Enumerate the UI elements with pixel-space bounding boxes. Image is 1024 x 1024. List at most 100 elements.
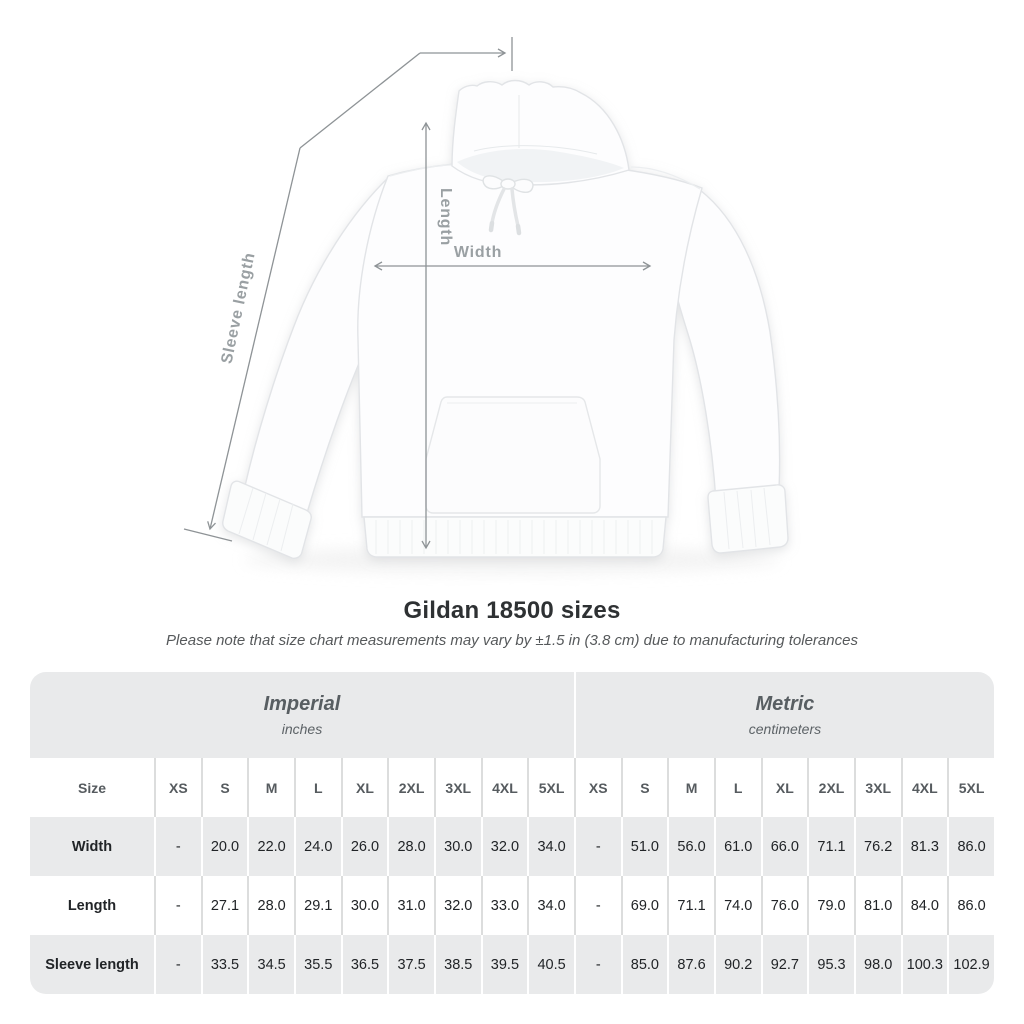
hoodie-left-cuff: [222, 480, 312, 559]
value-cell: 34.0: [527, 817, 574, 876]
size-col-header: S: [200, 758, 248, 817]
hood-drawstrings: [482, 175, 534, 236]
value-cell: 66.0: [760, 817, 808, 876]
value-cell: 87.6: [667, 935, 714, 994]
size-col-header: XL: [760, 758, 808, 817]
value-cell: 98.0: [853, 935, 901, 994]
size-table-grid: Imperial inches Metric centimeters Size …: [30, 672, 994, 994]
row-label: Sleeve length: [30, 935, 154, 994]
value-cell: 90.2: [713, 935, 761, 994]
size-col-header: 5XL: [947, 758, 994, 817]
value-cell: 56.0: [667, 817, 714, 876]
value-cell: 74.0: [713, 876, 761, 935]
size-col-header: L: [713, 758, 761, 817]
size-table: Imperial inches Metric centimeters Size …: [30, 672, 994, 994]
hoodie-right-cuff: [707, 484, 789, 554]
sleeve-length-end-tick: [183, 528, 233, 542]
value-cell: 34.0: [527, 876, 574, 935]
value-cell: 30.0: [433, 817, 481, 876]
value-cell: 69.0: [620, 876, 668, 935]
unit-group-row: Imperial inches Metric centimeters: [30, 672, 994, 758]
value-cell: 81.0: [853, 876, 901, 935]
size-col-header: 2XL: [387, 758, 434, 817]
row-label: Length: [67, 897, 117, 914]
value-cell: -: [154, 876, 201, 935]
value-cell: 61.0: [713, 817, 761, 876]
value-cell: -: [154, 935, 201, 994]
size-col-header: M: [667, 758, 714, 817]
hood-interior-shadow: [457, 149, 624, 183]
value-cell: 100.3: [900, 935, 948, 994]
chart-header: Gildan 18500 sizes Please note that size…: [0, 597, 1024, 649]
measurement-lines: [183, 37, 652, 550]
row-label: Width: [30, 817, 154, 876]
value-cell: 20.0: [200, 817, 248, 876]
value-cell: 24.0: [293, 817, 341, 876]
imperial-group-header: Imperial inches: [30, 672, 574, 758]
value-cell: 102.9: [947, 935, 994, 994]
size-header-row: Size XS S M L XL 2XL 3XL 4XL 5XL XS S M …: [30, 758, 994, 817]
value-cell: 26.0: [340, 817, 388, 876]
metric-unit: centimeters: [748, 721, 822, 737]
hoodie-hem-band: [363, 516, 667, 558]
sleeve-length-diagonal-1: [299, 52, 421, 149]
size-col-header: 4XL: [900, 758, 948, 817]
value-cell: 86.0: [947, 817, 994, 876]
value-cell: -: [573, 935, 621, 994]
value-cell: 35.5: [293, 935, 341, 994]
value-cell: 51.0: [620, 817, 668, 876]
value-cell: -: [154, 817, 201, 876]
value-cell: 27.1: [200, 876, 248, 935]
size-col-header: 4XL: [480, 758, 528, 817]
width-row: Width - 20.0 22.0 24.0 26.0 28.0 30.0 32…: [30, 817, 994, 876]
width-label: Width: [454, 244, 502, 261]
value-cell: 85.0: [620, 935, 668, 994]
tolerance-note: Please note that size chart measurements…: [166, 632, 858, 649]
size-col-header: 5XL: [527, 758, 574, 817]
value-cell: -: [573, 876, 621, 935]
size-col-header: S: [620, 758, 668, 817]
value-cell: 34.5: [247, 935, 294, 994]
hoodie-measurement-diagram: Sleeve length Length Width: [183, 37, 789, 574]
size-col-header: L: [293, 758, 341, 817]
size-col-header: 3XL: [433, 758, 481, 817]
value-cell: 37.5: [387, 935, 434, 994]
imperial-label: Imperial: [263, 693, 341, 715]
metric-group-header: Metric centimeters: [573, 672, 994, 758]
value-cell: 76.0: [760, 876, 808, 935]
value-cell: 36.5: [340, 935, 388, 994]
size-col-header: 2XL: [807, 758, 854, 817]
size-col-header: XL: [340, 758, 388, 817]
sleeve-length-row: Sleeve length - 33.5 34.5 35.5 36.5 37.5…: [30, 935, 994, 994]
value-cell: 22.0: [247, 817, 294, 876]
size-header: Size: [77, 779, 106, 796]
hoodie-pocket: [425, 396, 601, 514]
value-cell: 32.0: [480, 817, 528, 876]
value-cell: 33.5: [200, 935, 248, 994]
value-cell: 29.1: [293, 876, 341, 935]
hoodie-illustration: [222, 79, 789, 559]
value-cell: -: [573, 817, 621, 876]
value-cell: 84.0: [900, 876, 948, 935]
sleeve-length-diagonal-2: [207, 147, 301, 531]
value-cell: 71.1: [667, 876, 714, 935]
value-cell: 32.0: [433, 876, 481, 935]
value-cell: 30.0: [340, 876, 388, 935]
value-cell: 76.2: [853, 817, 901, 876]
value-cell: 28.0: [247, 876, 294, 935]
imperial-unit: inches: [281, 721, 323, 737]
value-cell: 40.5: [527, 935, 574, 994]
value-cell: 28.0: [387, 817, 434, 876]
size-col-header: XS: [573, 758, 621, 817]
metric-label: Metric: [755, 693, 815, 715]
size-col-header: XS: [154, 758, 201, 817]
value-cell: 79.0: [807, 876, 854, 935]
value-cell: 71.1: [807, 817, 854, 876]
length-row: Length - 27.1 28.0 29.1 30.0 31.0 32.0 3…: [30, 876, 994, 935]
length-label: Length: [437, 188, 454, 246]
value-cell: 39.5: [480, 935, 528, 994]
page-title: Gildan 18500 sizes: [403, 597, 621, 624]
value-cell: 33.0: [480, 876, 528, 935]
size-col-header: 3XL: [853, 758, 901, 817]
